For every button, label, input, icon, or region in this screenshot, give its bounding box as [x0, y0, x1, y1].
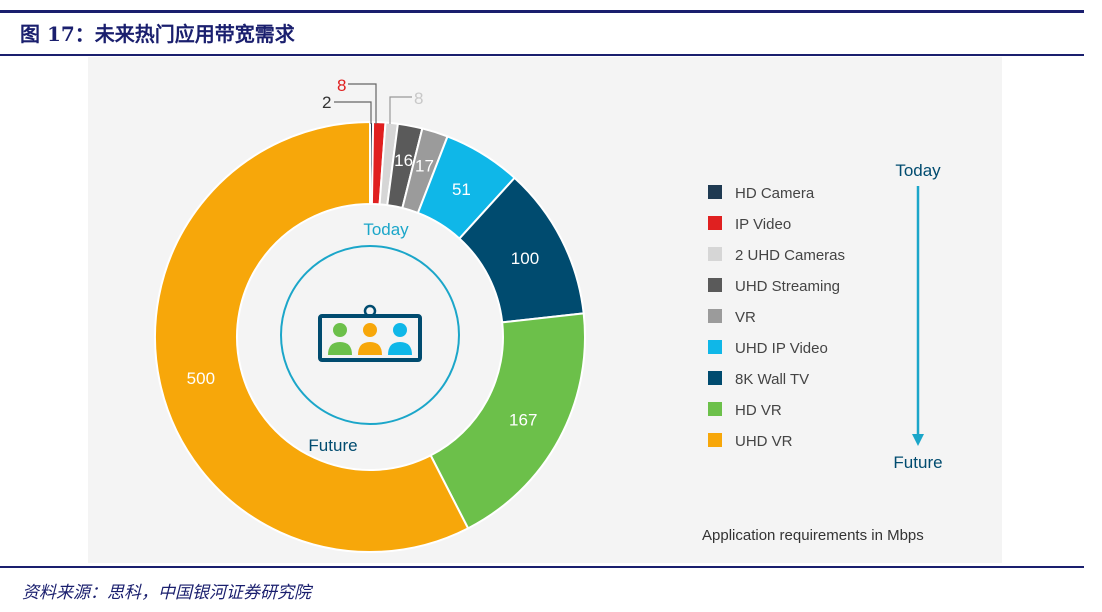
callout-line-hd-camera	[334, 101, 372, 124]
legend-label-2-uhd-cameras: 2 UHD Cameras	[735, 247, 845, 264]
slice-hd-vr	[429, 312, 586, 530]
legend-swatch-hd-vr	[708, 402, 722, 416]
slice-label-uhd-vr: 500	[187, 369, 215, 388]
footer-rule	[0, 566, 1084, 568]
slice-label-uhd-streaming: 16	[394, 151, 413, 170]
slice-uhd-vr	[154, 120, 470, 553]
slices-group	[154, 120, 586, 553]
slice-label-8k-wall-tv: 100	[511, 249, 539, 268]
legend-label-uhd-vr: UHD VR	[735, 433, 793, 450]
timeline-arrow-head	[912, 434, 924, 446]
slice-label-2-uhd-cameras: 8	[414, 89, 423, 108]
legend-swatch-uhd-streaming	[708, 278, 722, 292]
slice-label-vr: 17	[415, 156, 434, 175]
callout-line-ip-video	[348, 83, 377, 124]
slice-label-ip-video: 8	[337, 76, 346, 95]
legend-swatch-uhd-vr	[708, 433, 722, 447]
legend-label-8k-wall-tv: 8K Wall TV	[735, 371, 809, 388]
arrow-label-future: Future	[893, 453, 942, 472]
inner-label-today: Today	[363, 220, 409, 239]
legend: HD Camera IP Video 2 UHD Cameras UHD Stream…	[708, 185, 845, 450]
legend-label-uhd-ip-video: UHD IP Video	[735, 340, 828, 357]
slice-label-hd-vr: 167	[509, 410, 537, 429]
slice-label-hd-camera: 2	[322, 93, 331, 112]
arrow-label-today: Today	[895, 161, 941, 180]
slice-label-uhd-ip-video: 51	[452, 180, 471, 199]
legend-swatch-8k-wall-tv	[708, 371, 722, 385]
figure-header: 图 17：未来热门应用带宽需求	[0, 0, 1102, 56]
unit-note: Application requirements in Mbps	[702, 527, 924, 544]
legend-label-ip-video: IP Video	[735, 216, 791, 233]
inner-ring	[280, 245, 460, 425]
legend-label-vr: VR	[735, 309, 756, 326]
legend-swatch-uhd-ip-video	[708, 340, 722, 354]
video-conference-icon	[318, 304, 422, 362]
top-rule	[0, 10, 1084, 13]
legend-swatch-2-uhd-cameras	[708, 247, 722, 261]
legend-swatch-vr	[708, 309, 722, 323]
inner-label-future: Future	[308, 436, 357, 455]
legend-label-uhd-streaming: UHD Streaming	[735, 278, 840, 295]
callout-line-2uhd	[389, 96, 412, 124]
legend-label-hd-camera: HD Camera	[735, 185, 815, 202]
legend-label-hd-vr: HD VR	[735, 402, 782, 419]
legend-swatch-hd-camera	[708, 185, 722, 199]
figure-title: 图 17：未来热门应用带宽需求	[20, 22, 295, 46]
legend-swatch-ip-video	[708, 216, 722, 230]
header-rule	[0, 54, 1084, 56]
source-note: 资料来源：思科，中国银河证券研究院	[22, 583, 311, 603]
